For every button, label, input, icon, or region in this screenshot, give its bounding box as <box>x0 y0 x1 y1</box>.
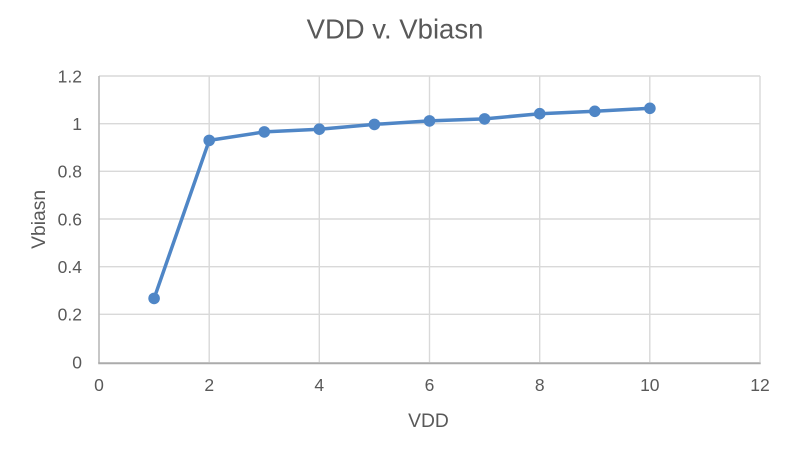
svg-text:0: 0 <box>72 352 82 372</box>
svg-text:4: 4 <box>314 375 324 395</box>
svg-text:12: 12 <box>750 375 769 395</box>
svg-text:VDD v. Vbiasn: VDD v. Vbiasn <box>307 14 484 45</box>
svg-text:VDD: VDD <box>408 411 449 432</box>
svg-text:Vbiasn: Vbiasn <box>29 190 50 249</box>
svg-text:0.4: 0.4 <box>58 257 83 277</box>
svg-text:1.2: 1.2 <box>58 66 82 86</box>
svg-text:10: 10 <box>640 375 660 395</box>
svg-text:0: 0 <box>94 375 104 395</box>
svg-text:0.6: 0.6 <box>58 209 82 229</box>
svg-text:1: 1 <box>72 114 82 134</box>
svg-text:8: 8 <box>535 375 545 395</box>
svg-text:6: 6 <box>425 375 435 395</box>
svg-text:0.8: 0.8 <box>58 162 82 182</box>
svg-text:2: 2 <box>204 375 214 395</box>
svg-text:0.2: 0.2 <box>58 305 82 325</box>
